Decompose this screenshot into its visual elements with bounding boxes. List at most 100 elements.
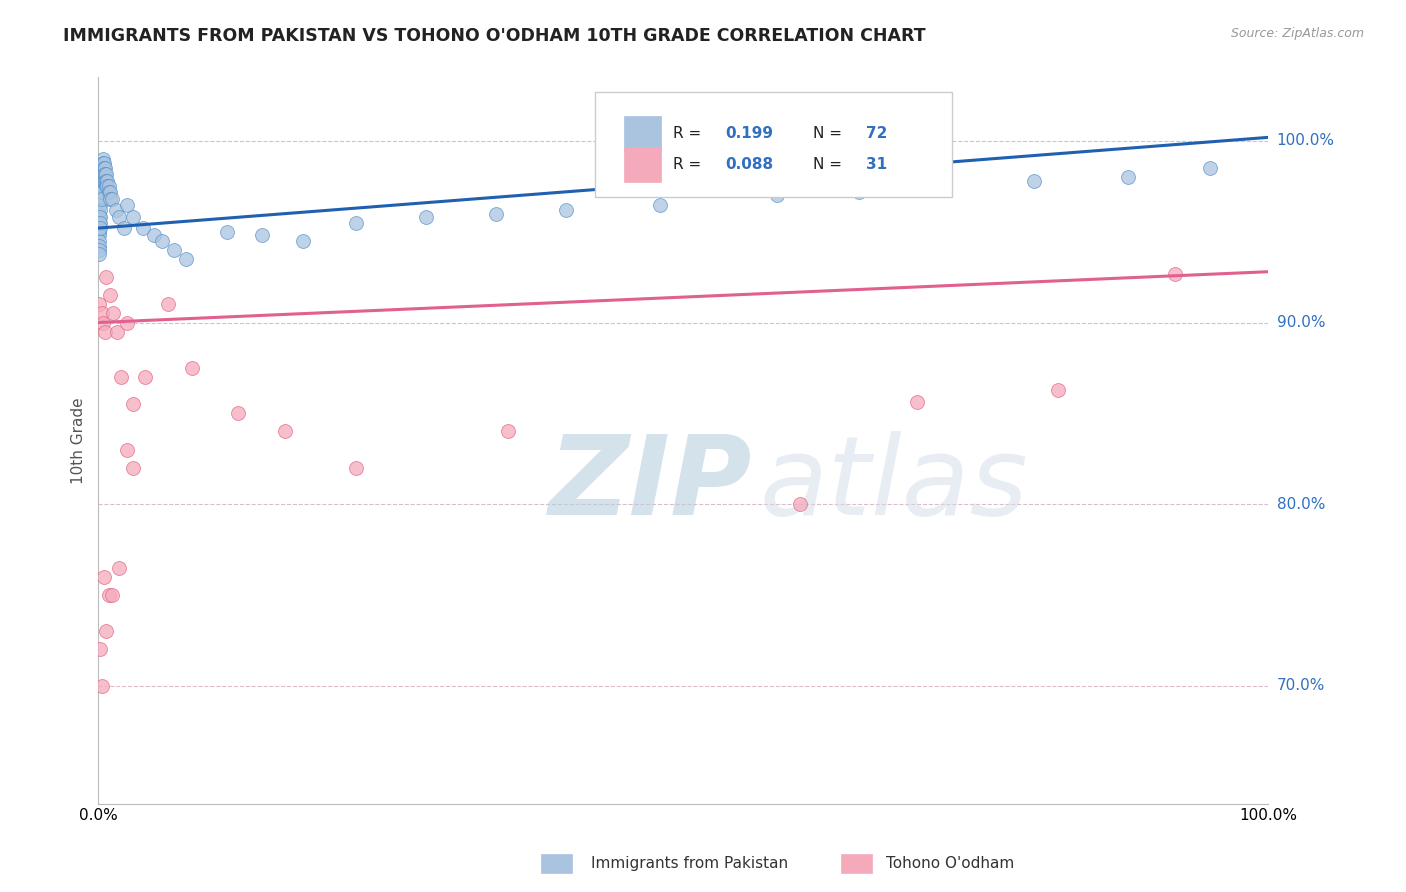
- Point: [91, 174, 114, 188]
- Point: [96, 174, 118, 188]
- Point: [89, 185, 111, 199]
- Point: [108, 560, 131, 574]
- Point: [1024, 174, 1046, 188]
- Point: [90, 306, 112, 320]
- Point: [97, 185, 120, 199]
- Point: [180, 360, 202, 375]
- Point: [344, 460, 367, 475]
- Text: N =: N =: [813, 157, 842, 172]
- Point: [344, 216, 367, 230]
- Point: [89, 225, 111, 239]
- Point: [103, 306, 125, 320]
- Point: [89, 228, 111, 243]
- Point: [89, 197, 111, 211]
- Point: [122, 397, 145, 411]
- Point: [152, 234, 174, 248]
- Point: [131, 221, 153, 235]
- Point: [496, 425, 519, 439]
- Text: N =: N =: [813, 127, 842, 141]
- Point: [274, 425, 297, 439]
- Point: [157, 297, 180, 311]
- Text: Tohono O'odham: Tohono O'odham: [886, 856, 1014, 871]
- Point: [1116, 170, 1139, 185]
- Bar: [623, 147, 661, 182]
- Point: [648, 197, 671, 211]
- Text: Immigrants from Pakistan: Immigrants from Pakistan: [591, 856, 787, 871]
- Text: R =: R =: [672, 157, 702, 172]
- Point: [143, 228, 166, 243]
- Point: [96, 179, 118, 194]
- Point: [163, 243, 186, 257]
- Point: [1199, 161, 1222, 176]
- Point: [96, 179, 118, 194]
- Point: [122, 460, 145, 475]
- Text: R =: R =: [672, 127, 702, 141]
- Point: [89, 243, 111, 257]
- Point: [110, 370, 132, 384]
- Point: [291, 234, 314, 248]
- Point: [96, 624, 118, 639]
- Text: atlas: atlas: [759, 431, 1028, 538]
- Point: [215, 225, 238, 239]
- Point: [117, 197, 139, 211]
- Text: 31: 31: [866, 157, 887, 172]
- Bar: [841, 854, 872, 873]
- Point: [112, 221, 135, 235]
- Point: [96, 270, 118, 285]
- Point: [174, 252, 197, 266]
- Point: [104, 202, 127, 217]
- Point: [93, 155, 115, 169]
- Point: [766, 188, 789, 202]
- Point: [848, 185, 870, 199]
- Bar: [623, 116, 661, 151]
- Text: ZIP: ZIP: [548, 431, 752, 538]
- Point: [89, 192, 111, 206]
- Point: [90, 161, 112, 176]
- Point: [117, 442, 139, 457]
- Point: [415, 211, 437, 225]
- Point: [90, 174, 112, 188]
- Point: [89, 221, 111, 235]
- Point: [91, 155, 114, 169]
- Text: IMMIGRANTS FROM PAKISTAN VS TOHONO O'ODHAM 10TH GRADE CORRELATION CHART: IMMIGRANTS FROM PAKISTAN VS TOHONO O'ODH…: [63, 27, 927, 45]
- Point: [94, 174, 117, 188]
- Text: 80.0%: 80.0%: [1277, 497, 1324, 512]
- Point: [89, 202, 111, 217]
- Point: [90, 167, 112, 181]
- Point: [89, 221, 111, 235]
- Point: [1164, 267, 1187, 281]
- Text: 90.0%: 90.0%: [1277, 315, 1326, 330]
- Point: [122, 211, 145, 225]
- Text: 0.088: 0.088: [725, 157, 773, 172]
- Text: 100.0%: 100.0%: [1277, 134, 1334, 148]
- Point: [555, 202, 578, 217]
- Point: [90, 179, 112, 194]
- Point: [93, 174, 115, 188]
- Point: [117, 316, 139, 330]
- Point: [98, 288, 121, 302]
- Point: [94, 161, 117, 176]
- Text: 0.199: 0.199: [725, 127, 773, 141]
- Point: [90, 679, 112, 693]
- Point: [101, 588, 124, 602]
- Point: [96, 174, 118, 188]
- Point: [89, 216, 111, 230]
- FancyBboxPatch shape: [596, 92, 952, 197]
- Point: [91, 316, 114, 330]
- Point: [91, 161, 114, 176]
- Point: [89, 239, 111, 253]
- Point: [93, 570, 115, 584]
- Point: [89, 206, 111, 220]
- Text: 72: 72: [866, 127, 887, 141]
- Point: [91, 152, 114, 166]
- Point: [96, 167, 118, 181]
- Text: Source: ZipAtlas.com: Source: ZipAtlas.com: [1230, 27, 1364, 40]
- Point: [89, 211, 111, 225]
- Point: [90, 185, 112, 199]
- Point: [101, 192, 124, 206]
- Point: [228, 406, 250, 420]
- Point: [91, 167, 114, 181]
- Point: [485, 206, 508, 220]
- Point: [89, 211, 111, 225]
- Point: [98, 185, 121, 199]
